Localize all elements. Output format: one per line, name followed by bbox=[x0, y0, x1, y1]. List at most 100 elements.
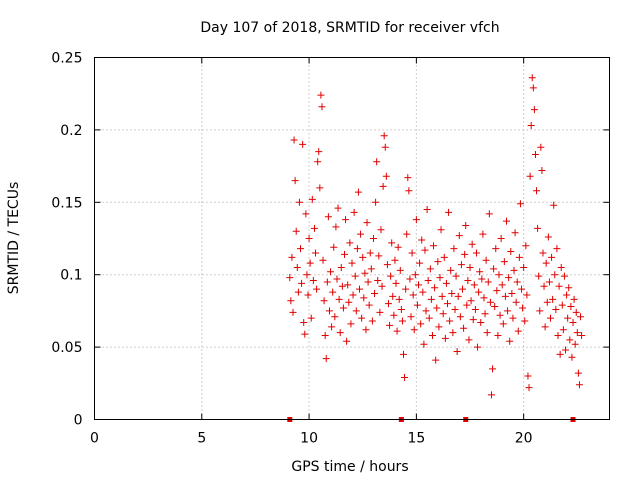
data-point bbox=[424, 276, 432, 284]
data-point bbox=[452, 272, 460, 280]
data-point bbox=[500, 258, 508, 266]
data-point bbox=[474, 343, 482, 351]
data-point bbox=[456, 313, 464, 321]
data-point bbox=[360, 294, 368, 302]
data-point bbox=[338, 282, 346, 290]
data-point bbox=[391, 256, 399, 264]
data-point bbox=[292, 227, 300, 235]
data-point bbox=[518, 285, 526, 293]
data-point bbox=[357, 230, 365, 238]
data-point bbox=[531, 151, 539, 159]
data-point bbox=[401, 374, 409, 382]
data-point bbox=[440, 253, 448, 261]
x-tick-label: 20 bbox=[515, 431, 533, 447]
data-point bbox=[525, 384, 533, 392]
data-point bbox=[409, 291, 417, 299]
data-point bbox=[427, 295, 435, 303]
data-point bbox=[530, 106, 538, 114]
data-point bbox=[534, 224, 542, 232]
data-point bbox=[476, 268, 484, 276]
data-point bbox=[372, 198, 380, 206]
data-point bbox=[396, 266, 404, 274]
data-point bbox=[337, 263, 345, 271]
data-point bbox=[571, 340, 579, 348]
data-point bbox=[388, 239, 396, 247]
data-point bbox=[398, 317, 406, 325]
data-point bbox=[390, 311, 398, 319]
data-point bbox=[293, 263, 301, 271]
x-axis-label: GPS time / hours bbox=[291, 459, 408, 475]
data-point bbox=[421, 246, 429, 254]
data-point bbox=[572, 308, 580, 316]
data-point bbox=[496, 311, 504, 319]
y-tick-label: 0.2 bbox=[60, 123, 82, 139]
data-point bbox=[508, 290, 516, 298]
data-point bbox=[541, 323, 549, 331]
data-point bbox=[295, 198, 303, 206]
data-point bbox=[344, 281, 352, 289]
data-point bbox=[348, 259, 356, 267]
data-point bbox=[423, 206, 431, 214]
data-point bbox=[475, 288, 483, 296]
data-point bbox=[375, 252, 383, 260]
data-point bbox=[425, 314, 433, 322]
data-point bbox=[524, 372, 532, 380]
data-point bbox=[492, 245, 500, 253]
data-point bbox=[509, 314, 517, 322]
data-point bbox=[453, 347, 461, 355]
data-point bbox=[336, 329, 344, 337]
data-point bbox=[393, 327, 401, 335]
data-point bbox=[562, 346, 570, 354]
data-point bbox=[529, 84, 537, 92]
data-point bbox=[334, 204, 342, 212]
data-point bbox=[392, 279, 400, 287]
data-point bbox=[376, 308, 384, 316]
data-point bbox=[352, 307, 360, 315]
data-point bbox=[353, 245, 361, 253]
data-point bbox=[377, 226, 385, 234]
data-point bbox=[450, 245, 458, 253]
data-point bbox=[483, 329, 491, 337]
data-point bbox=[577, 313, 585, 321]
data-point bbox=[422, 307, 430, 315]
data-point bbox=[316, 184, 324, 192]
data-point bbox=[449, 329, 457, 337]
data-point bbox=[515, 253, 523, 261]
data-point bbox=[549, 295, 557, 303]
data-point bbox=[469, 316, 477, 324]
data-point bbox=[439, 310, 447, 318]
x-tick-label: 10 bbox=[300, 431, 318, 447]
data-point bbox=[560, 272, 568, 280]
data-point bbox=[578, 332, 586, 340]
data-point bbox=[554, 332, 562, 340]
data-point bbox=[380, 132, 388, 140]
data-point bbox=[526, 172, 534, 180]
data-point bbox=[511, 229, 519, 237]
data-point bbox=[347, 320, 355, 328]
data-point bbox=[441, 334, 449, 342]
data-point bbox=[522, 242, 530, 250]
data-point bbox=[327, 268, 335, 276]
data-point bbox=[369, 235, 377, 242]
data-point bbox=[563, 291, 571, 299]
data-point bbox=[486, 298, 494, 306]
data-point bbox=[431, 284, 439, 292]
data-point bbox=[503, 217, 510, 225]
data-point bbox=[504, 307, 512, 315]
data-point bbox=[451, 305, 459, 313]
data-point bbox=[527, 122, 535, 130]
data-point bbox=[558, 301, 566, 309]
data-point bbox=[322, 355, 330, 363]
data-point bbox=[464, 276, 472, 284]
data-point bbox=[286, 274, 294, 282]
data-point bbox=[318, 103, 326, 111]
data-point bbox=[321, 332, 329, 340]
data-point bbox=[507, 248, 515, 256]
grid-lines bbox=[94, 57, 610, 420]
data-point bbox=[415, 281, 423, 289]
data-point bbox=[513, 278, 521, 286]
data-point bbox=[438, 292, 446, 300]
data-point bbox=[400, 350, 407, 358]
data-point bbox=[559, 326, 567, 334]
